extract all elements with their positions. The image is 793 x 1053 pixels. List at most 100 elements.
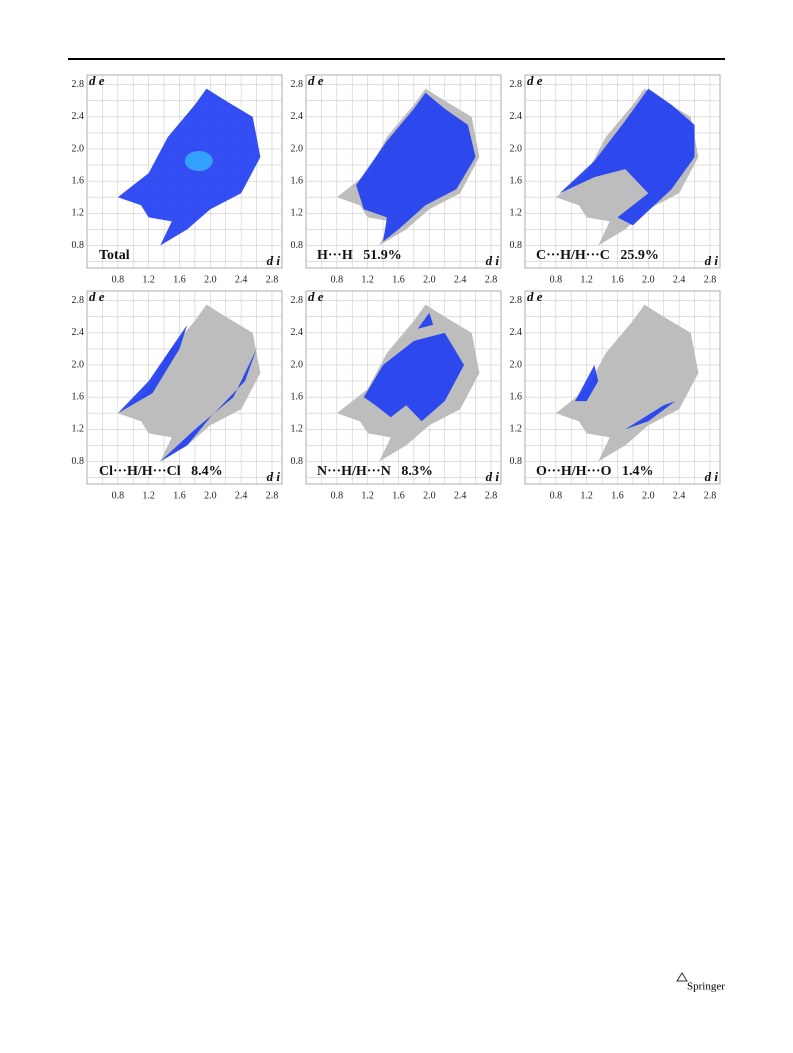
panel-label: C···H/H···C 25.9% xyxy=(536,248,659,263)
x-tick-label: 2.0 xyxy=(423,490,436,501)
fingerprint-plot: 0.8 1.2 1.6 2.0 2.4 2.8 0.8 1.2 1.6 2.0 2.4 2.8 C···… xyxy=(510,73,721,285)
y-tick-label: 2.8 xyxy=(291,295,304,306)
y-axis-label: d e xyxy=(308,73,324,88)
x-tick-label: 2.0 xyxy=(642,490,655,501)
y-tick-label: 2.4 xyxy=(510,111,523,122)
y-tick-label: 1.6 xyxy=(72,391,85,402)
density-peak xyxy=(184,151,213,172)
y-tick-label: 0.8 xyxy=(510,456,523,467)
x-tick-label: 1.2 xyxy=(142,490,155,501)
y-tick-label: 0.8 xyxy=(72,456,85,467)
x-tick-label: 1.2 xyxy=(580,490,593,501)
y-tick-label: 0.8 xyxy=(291,240,304,251)
x-tick-label: 2.4 xyxy=(454,274,467,285)
y-tick-label: 2.4 xyxy=(72,327,85,338)
x-tick-label: 1.2 xyxy=(361,490,374,501)
x-tick-label: 0.8 xyxy=(550,274,563,285)
x-tick-label: 2.0 xyxy=(642,274,655,285)
y-tick-label: 2.0 xyxy=(291,143,304,154)
y-tick-label: 2.0 xyxy=(510,359,523,370)
x-tick-label: 0.8 xyxy=(550,490,563,501)
publisher: Springer xyxy=(687,981,725,993)
fingerprint-plot: 0.8 1.2 1.6 2.0 2.4 2.8 0.8 1.2 1.6 2.0 2.4 2.8 Cl··… xyxy=(72,289,283,501)
y-tick-label: 1.2 xyxy=(510,208,523,219)
fingerprint-plot: 0.8 1.2 1.6 2.0 2.4 2.8 0.8 1.2 1.6 2.0 2.4 2.8 H···… xyxy=(291,73,502,285)
y-tick-label: 1.2 xyxy=(510,424,523,435)
panel-label: O···H/H···O 1.4% xyxy=(536,464,653,479)
y-axis-label: d e xyxy=(308,289,324,304)
y-tick-label: 1.2 xyxy=(72,208,85,219)
y-tick-label: 1.6 xyxy=(291,175,304,186)
x-tick-label: 0.8 xyxy=(331,274,344,285)
y-tick-label: 2.4 xyxy=(291,111,304,122)
contact-region xyxy=(363,332,465,422)
x-tick-label: 2.4 xyxy=(673,490,686,501)
y-tick-label: 1.6 xyxy=(291,391,304,402)
contact-region xyxy=(356,92,476,242)
x-axis-label: d i xyxy=(267,469,281,484)
y-tick-label: 0.8 xyxy=(291,456,304,467)
y-tick-label: 2.8 xyxy=(72,295,85,306)
panel-label: N···H/H···N 8.3% xyxy=(317,464,433,479)
y-axis-label: d e xyxy=(527,73,543,88)
y-tick-label: 1.2 xyxy=(291,208,304,219)
x-tick-label: 2.0 xyxy=(204,274,217,285)
x-tick-label: 2.8 xyxy=(704,274,717,285)
contact-region xyxy=(559,88,695,226)
x-tick-label: 0.8 xyxy=(112,490,125,501)
x-tick-label: 2.8 xyxy=(485,490,498,501)
x-tick-label: 2.8 xyxy=(266,274,279,285)
y-tick-label: 0.8 xyxy=(510,240,523,251)
fingerprint-plot: 0.8 1.2 1.6 2.0 2.4 2.8 0.8 1.2 1.6 2.0 2.4 2.8 N···… xyxy=(291,289,502,501)
x-tick-label: 2.4 xyxy=(235,274,248,285)
x-tick-label: 1.2 xyxy=(142,274,155,285)
panel-label: Cl···H/H···Cl 8.4% xyxy=(99,464,223,479)
x-tick-label: 1.6 xyxy=(611,490,624,501)
y-tick-label: 1.2 xyxy=(291,424,304,435)
y-tick-label: 2.8 xyxy=(510,295,523,306)
x-tick-label: 0.8 xyxy=(331,490,344,501)
contact-region xyxy=(625,401,676,430)
x-tick-label: 2.0 xyxy=(204,490,217,501)
y-tick-label: 1.6 xyxy=(72,175,85,186)
x-axis-label: d i xyxy=(705,469,719,484)
x-tick-label: 1.6 xyxy=(173,490,186,501)
gray-region xyxy=(117,304,261,462)
x-axis-label: d i xyxy=(705,253,719,268)
x-tick-label: 2.4 xyxy=(235,490,248,501)
y-tick-label: 2.4 xyxy=(72,111,85,122)
x-tick-label: 1.6 xyxy=(611,274,624,285)
x-tick-label: 2.8 xyxy=(704,490,717,501)
x-tick-label: 2.0 xyxy=(423,274,436,285)
x-tick-label: 2.4 xyxy=(454,490,467,501)
y-tick-label: 2.8 xyxy=(510,79,523,90)
x-tick-label: 1.6 xyxy=(392,490,405,501)
x-axis-label: d i xyxy=(486,469,500,484)
y-axis-label: d e xyxy=(89,73,105,88)
y-tick-label: 1.6 xyxy=(510,175,523,186)
y-tick-label: 2.4 xyxy=(291,327,304,338)
y-tick-label: 2.0 xyxy=(72,359,85,370)
x-tick-label: 1.6 xyxy=(173,274,186,285)
panel-label: Total xyxy=(99,248,130,263)
y-tick-label: 0.8 xyxy=(72,240,85,251)
y-axis-label: d e xyxy=(89,289,105,304)
x-axis-label: d i xyxy=(486,253,500,268)
fingerprint-plot: 0.8 1.2 1.6 2.0 2.4 2.8 0.8 1.2 1.6 2.0 2.4 2.8 Tota… xyxy=(72,73,283,285)
x-tick-label: 1.2 xyxy=(361,274,374,285)
y-tick-label: 1.6 xyxy=(510,391,523,402)
y-tick-label: 2.0 xyxy=(291,359,304,370)
y-tick-label: 2.0 xyxy=(72,143,85,154)
y-tick-label: 2.4 xyxy=(510,327,523,338)
x-tick-label: 0.8 xyxy=(112,274,125,285)
x-tick-label: 2.8 xyxy=(485,274,498,285)
y-tick-label: 2.8 xyxy=(291,79,304,90)
x-tick-label: 2.4 xyxy=(673,274,686,285)
gray-region xyxy=(555,304,699,462)
fingerprint-plot: 0.8 1.2 1.6 2.0 2.4 2.8 0.8 1.2 1.6 2.0 2.4 2.8 O···… xyxy=(510,289,721,501)
contact-region xyxy=(575,364,599,402)
x-tick-label: 1.6 xyxy=(392,274,405,285)
y-tick-label: 2.8 xyxy=(72,79,85,90)
y-tick-label: 1.2 xyxy=(72,424,85,435)
